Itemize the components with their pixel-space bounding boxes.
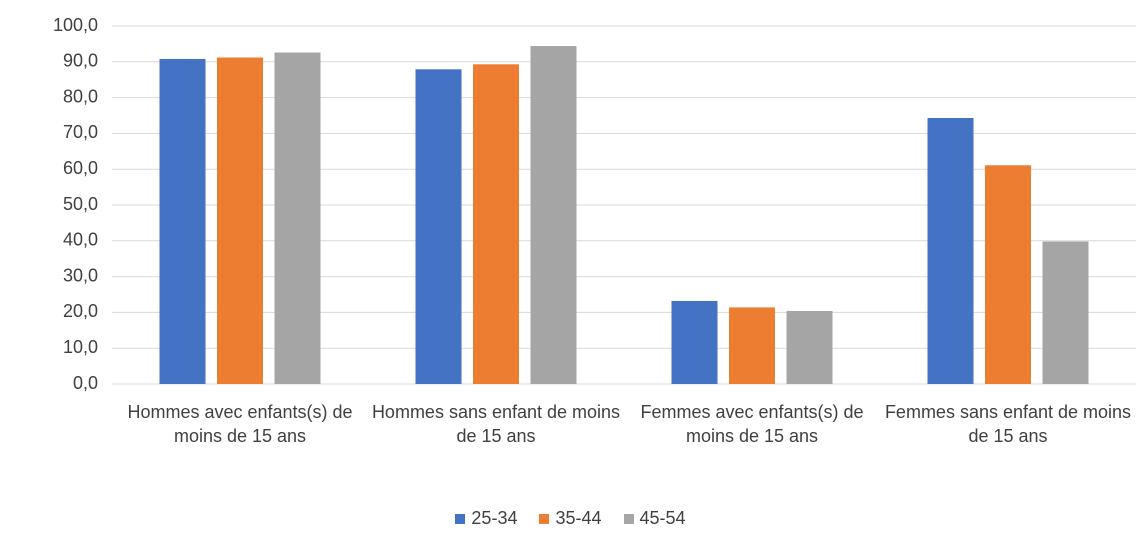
y-tick-label: 100,0 bbox=[53, 15, 98, 35]
bar bbox=[274, 52, 321, 384]
y-tick-label: 80,0 bbox=[63, 86, 98, 106]
y-tick-label: 60,0 bbox=[63, 158, 98, 178]
y-tick-label: 10,0 bbox=[63, 337, 98, 357]
y-tick-label: 0,0 bbox=[73, 373, 98, 393]
legend-swatch bbox=[455, 513, 466, 524]
legend: 25-34 35-44 45-54 bbox=[0, 508, 1141, 529]
y-tick-label: 40,0 bbox=[63, 230, 98, 250]
x-tick-label: Femmes sans enfant de moins de 15 ans bbox=[884, 402, 1132, 446]
bar bbox=[1042, 241, 1089, 384]
y-tick-label: 70,0 bbox=[63, 122, 98, 142]
bar bbox=[927, 118, 974, 385]
y-tick-label: 90,0 bbox=[63, 51, 98, 71]
bar bbox=[217, 57, 263, 385]
legend-label: 45-54 bbox=[639, 508, 686, 528]
x-tick-label: Femmes avec enfants(s) de moins de 15 an… bbox=[640, 402, 864, 446]
bar bbox=[671, 300, 718, 384]
y-tick-label: 50,0 bbox=[63, 194, 98, 214]
legend-item: 25-34 bbox=[455, 508, 517, 529]
y-tick-label: 30,0 bbox=[63, 265, 98, 285]
bar bbox=[786, 310, 833, 384]
legend-swatch bbox=[539, 513, 550, 524]
bar bbox=[473, 64, 519, 384]
bar bbox=[530, 46, 577, 384]
legend-item: 45-54 bbox=[623, 508, 686, 529]
x-tick-label: Hommes avec enfants(s) de moins de 15 an… bbox=[127, 402, 353, 446]
bar bbox=[985, 165, 1031, 384]
x-tick-label: Hommes sans enfant de moins de 15 ans bbox=[371, 402, 621, 446]
bar bbox=[159, 58, 206, 384]
legend-item: 35-44 bbox=[539, 508, 602, 529]
y-tick-label: 20,0 bbox=[63, 301, 98, 321]
legend-label: 35-44 bbox=[555, 508, 602, 528]
bar bbox=[415, 69, 462, 385]
legend-swatch bbox=[623, 513, 634, 524]
legend-label: 25-34 bbox=[471, 508, 518, 528]
bar bbox=[729, 307, 775, 384]
